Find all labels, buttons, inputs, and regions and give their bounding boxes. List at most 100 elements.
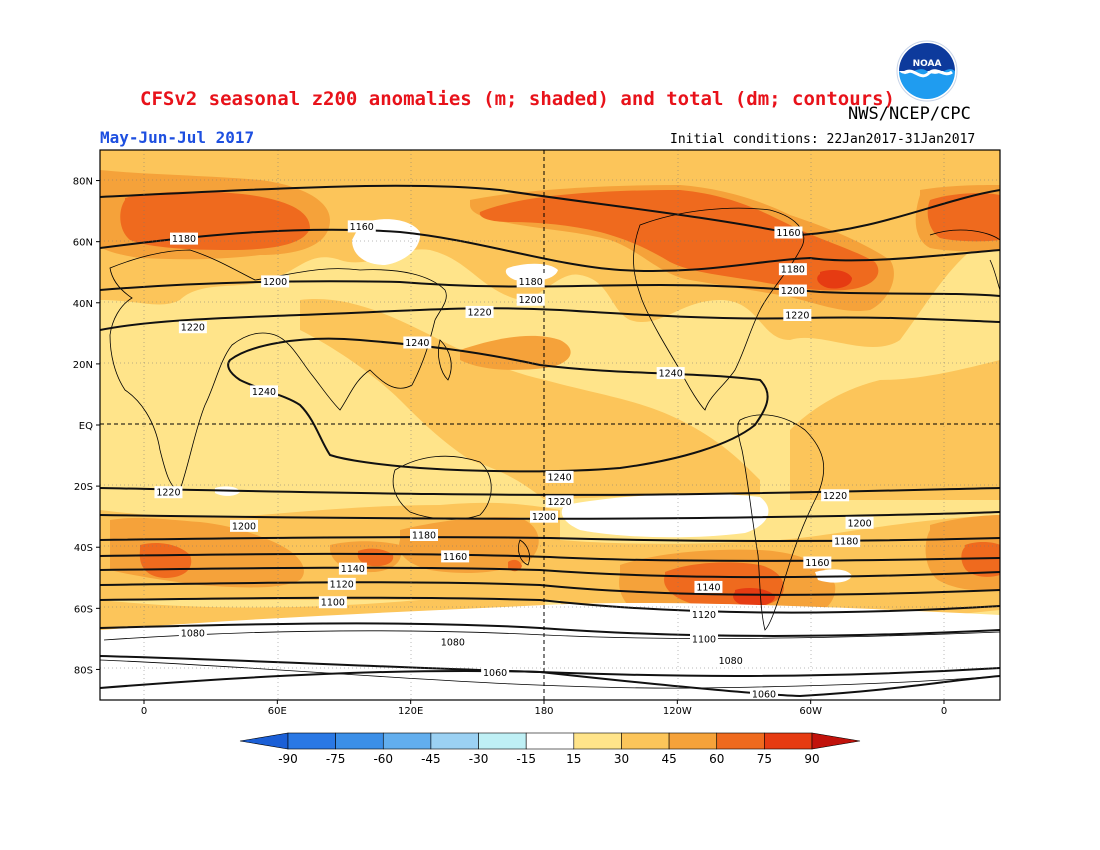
lon-tick-label: 120W: [663, 706, 692, 717]
colorbar-box: [621, 732, 670, 750]
contour-label: 1100: [692, 634, 716, 645]
contour-label: 1180: [519, 277, 543, 288]
contour-label: 1080: [719, 656, 743, 667]
colorbar-label: -75: [326, 752, 346, 766]
colorbar-label: -45: [421, 752, 441, 766]
contour-label: 1180: [834, 537, 858, 548]
lat-tick-label: 60S: [74, 604, 93, 615]
anomaly-75-90-areas: [733, 270, 852, 607]
agency-label: NWS/NCEP/CPC: [848, 104, 971, 124]
colorbar-label: -60: [373, 752, 393, 766]
contour-label: 1140: [341, 564, 365, 575]
colorbar-box: [287, 732, 336, 750]
contour-label-bg: [783, 309, 812, 321]
colorbar-label: -15: [516, 752, 536, 766]
contour-label: 1200: [781, 286, 805, 297]
contour-label-bg: [832, 535, 861, 548]
svg-text:NOAA: NOAA: [913, 59, 942, 69]
lat-tick-label: 40N: [73, 299, 93, 310]
contour-label: 1200: [532, 512, 556, 523]
contour-label: 1200: [232, 521, 256, 532]
colorbar-arrow-left: [239, 732, 289, 750]
contour-label-bg: [178, 321, 207, 334]
colorbar-label: 75: [757, 752, 772, 766]
contour-label-bg: [465, 305, 494, 318]
lat-tick-label: 20S: [74, 482, 93, 493]
contour-label: 1080: [181, 628, 205, 639]
colorbar-label: -30: [469, 752, 489, 766]
contour-label-bg: [438, 635, 467, 648]
coastlines: [100, 207, 1000, 689]
contour-labels: 1180 1160 1160 1180 1180 1200 1200 1200 1220 1220…: [154, 220, 874, 700]
colorbar-box: [716, 732, 765, 750]
contour-label: 1240: [547, 472, 571, 483]
contour-label: 1200: [263, 277, 287, 288]
contour-label: 1180: [172, 234, 196, 245]
contour-label: 1220: [156, 488, 180, 499]
contour-label: 1220: [547, 497, 571, 508]
lat-tick-label: 20N: [73, 360, 93, 371]
contour-label: 1160: [350, 222, 374, 233]
contour-label: 1080: [441, 637, 465, 648]
colorbar-label: 15: [566, 752, 581, 766]
contour-label-bg: [154, 486, 183, 499]
contour-label-bg: [545, 470, 574, 483]
colorbar-label: 60: [709, 752, 724, 766]
contour-label-bg: [716, 654, 745, 667]
contour-label: 1100: [321, 598, 345, 609]
map-title: CFSv2 seasonal z200 anomalies (m; shaded…: [140, 88, 895, 110]
lon-tick-label: 60E: [268, 706, 287, 717]
latitude-ticks: 80N 60N 40N 20N EQ 20S 40S 60S 80S: [73, 177, 100, 676]
lat-tick-label: 80S: [74, 665, 93, 676]
contour-label-bg: [230, 519, 258, 532]
contour-label-bg: [410, 529, 438, 541]
colorbar-box: [430, 732, 479, 750]
contour-label: 1220: [181, 323, 205, 334]
contour-label-bg: [170, 232, 198, 245]
colorbar-label: 45: [661, 752, 676, 766]
lon-tick-label: 60W: [799, 706, 822, 717]
colorbar-arrow-right: [811, 732, 861, 750]
longitude-ticks: 0 60E 120E 180 120W 60W 0: [141, 700, 947, 717]
colorbar-box: [382, 732, 432, 750]
colorbar-box: [573, 732, 622, 750]
colorbar-box: [764, 732, 813, 750]
contour-label-bg: [690, 608, 718, 621]
contour-label: 1160: [805, 558, 829, 569]
contour-label-bg: [403, 336, 432, 349]
contour-label: 1200: [847, 518, 871, 529]
colorbar-box: [335, 732, 384, 750]
colorbar-box: [525, 732, 575, 750]
lat-tick-label: 40S: [74, 543, 93, 554]
contour-label: 1180: [781, 265, 805, 276]
colorbar-box: [478, 732, 527, 750]
contour-label: 1220: [467, 307, 491, 318]
contour-label-bg: [250, 385, 278, 398]
contour-label: 1220: [823, 491, 847, 502]
contour-label-bg: [516, 293, 545, 306]
contour-label-bg: [821, 489, 850, 502]
contour-label-bg: [778, 263, 807, 276]
contour-label: 1240: [405, 338, 429, 349]
lon-tick-label: 120E: [398, 706, 423, 717]
lat-tick-label: 60N: [73, 238, 93, 249]
contour-label-bg: [516, 275, 545, 288]
noaa-logo-icon: NOAA: [896, 40, 958, 102]
contour-label-bg: [347, 220, 376, 233]
colorbar-label: -90: [278, 752, 298, 766]
contour-label: 1060: [483, 668, 507, 679]
contour-label-bg: [778, 284, 807, 297]
lon-tick-label: 0: [141, 706, 147, 717]
contour-label-bg: [441, 550, 470, 563]
contour-label: 1160: [776, 228, 800, 239]
contour-label-bg: [327, 577, 356, 590]
colorbar-label: 30: [614, 752, 629, 766]
lon-tick-label: 0: [941, 706, 947, 717]
colorbar-label: 90: [804, 752, 819, 766]
contour-label: 1140: [696, 582, 720, 593]
contour-label: 1180: [412, 531, 436, 542]
forecast-period: May-Jun-Jul 2017: [100, 128, 255, 147]
contour-label-bg: [845, 516, 874, 529]
contour-label: 1120: [330, 579, 354, 590]
